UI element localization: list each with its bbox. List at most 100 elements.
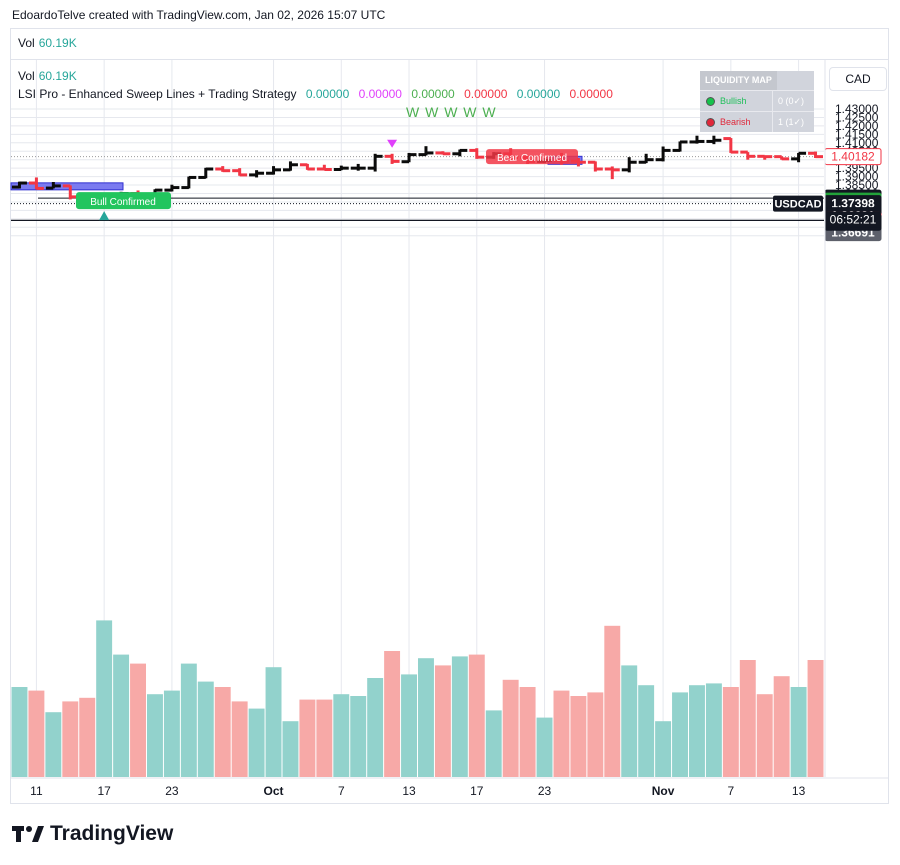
w-markers: W W W W W bbox=[406, 104, 497, 120]
volume-bar bbox=[451, 656, 468, 777]
ohlc-bar bbox=[215, 166, 231, 173]
volume-bar bbox=[316, 699, 333, 777]
ohlc-bar bbox=[689, 135, 705, 144]
volume-bar bbox=[570, 696, 587, 777]
ohlc-bar bbox=[181, 175, 197, 190]
bull-signal-triangle-icon bbox=[99, 211, 110, 221]
ohlc-bar bbox=[45, 182, 61, 190]
ohlc-bar bbox=[621, 157, 637, 173]
indicator-value-3: 0.00000 bbox=[411, 87, 455, 101]
ohlc-bar bbox=[283, 161, 298, 172]
ohlc-bar bbox=[333, 165, 349, 172]
bearish-label: Bearish bbox=[720, 117, 751, 127]
symbol-tag bbox=[773, 195, 823, 212]
bull-confirmed-text: Bull Confirmed bbox=[90, 197, 156, 208]
volume-bar bbox=[96, 620, 113, 777]
volume-bar bbox=[790, 687, 807, 777]
chart-frame bbox=[10, 28, 889, 804]
time-tick-label: 13 bbox=[402, 784, 416, 798]
ohlc-bar bbox=[299, 163, 315, 171]
volume-bar bbox=[163, 690, 180, 777]
volume-bar bbox=[197, 681, 214, 777]
ohlc-bar bbox=[198, 167, 214, 179]
time-tick-label: 13 bbox=[792, 784, 806, 798]
volume-bar bbox=[587, 692, 604, 777]
volume-bar bbox=[672, 692, 688, 777]
ohlc-bar bbox=[350, 163, 366, 171]
volume-bar bbox=[231, 701, 248, 777]
volume-bar bbox=[299, 699, 316, 777]
time-tick-label: 17 bbox=[97, 784, 111, 798]
ohlc-bar bbox=[384, 153, 400, 164]
currency-button[interactable]: CAD bbox=[829, 67, 887, 91]
bull-confirmed-badge bbox=[76, 192, 171, 210]
bullish-count: 0 (0✓) bbox=[778, 95, 805, 106]
ohlc-bar bbox=[655, 146, 671, 162]
volume-pane-label: Vol bbox=[18, 36, 35, 50]
volume-bar bbox=[807, 660, 824, 777]
indicator-value-6: 0.00000 bbox=[569, 87, 613, 101]
volume-bar bbox=[401, 674, 417, 777]
bullish-dot-icon bbox=[706, 96, 715, 106]
liquidity-row-bearish: Bearish 1 (1✓) bbox=[700, 111, 814, 132]
ohlc-bar bbox=[28, 177, 44, 190]
bearish-dot-icon bbox=[706, 117, 715, 127]
price-tag-text: 1.40182 bbox=[831, 150, 875, 164]
volume-pane-legend: Vol 60.19K bbox=[18, 36, 77, 50]
volume-bar bbox=[265, 667, 282, 777]
volume-bar bbox=[367, 678, 384, 777]
volume-bar bbox=[62, 701, 79, 777]
volume-bar bbox=[638, 685, 655, 777]
time-tick-label: 7 bbox=[338, 784, 345, 798]
price-tick-label: 1.41500 bbox=[835, 127, 879, 141]
volume-bar bbox=[180, 663, 197, 777]
volume-bar bbox=[773, 676, 790, 777]
indicator-name: LSI Pro - Enhanced Sweep Lines + Trading… bbox=[18, 87, 297, 101]
tradingview-logo[interactable]: TradingView bbox=[12, 822, 173, 846]
volume-bar bbox=[79, 697, 96, 777]
volume-bar bbox=[604, 625, 621, 777]
volume-bar bbox=[147, 694, 163, 777]
indicator-value-1: 0.00000 bbox=[305, 87, 350, 101]
volume-bar bbox=[502, 679, 519, 777]
ohlc-bar bbox=[249, 170, 265, 178]
volume-bar bbox=[739, 660, 756, 777]
bear-confirmed-text: Bear Confirmed bbox=[497, 153, 567, 164]
time-tick-label: 7 bbox=[728, 784, 735, 798]
price-tick-label: 1.42500 bbox=[835, 110, 879, 124]
time-tick-label: 23 bbox=[538, 784, 552, 798]
liquidity-map-title: LIQUIDITY MAP bbox=[700, 71, 777, 90]
volume-bar bbox=[689, 685, 705, 777]
time-tick-label: 23 bbox=[165, 784, 179, 798]
volume-bar bbox=[45, 712, 62, 777]
volume-bar bbox=[536, 717, 553, 777]
volume-bar bbox=[11, 687, 28, 777]
pane-separator[interactable] bbox=[10, 59, 889, 60]
bearish-count: 1 (1✓) bbox=[778, 116, 805, 127]
volume-bar bbox=[248, 708, 265, 777]
indicator-legend[interactable]: LSI Pro - Enhanced Sweep Lines + Trading… bbox=[18, 87, 613, 101]
volume-bar bbox=[282, 721, 299, 777]
volume-bar bbox=[418, 658, 434, 777]
ohlc-bar bbox=[435, 151, 451, 156]
ohlc-bar bbox=[266, 166, 281, 175]
indicator-value-2: 0.00000 bbox=[358, 87, 402, 101]
ohlc-bar bbox=[452, 148, 468, 157]
time-tick-label: Oct bbox=[264, 784, 284, 798]
bear-signal-triangle-icon bbox=[387, 139, 398, 148]
volume-bar bbox=[113, 654, 130, 777]
tradingview-logo-icon bbox=[12, 824, 44, 844]
ohlc-bar bbox=[791, 151, 807, 163]
price-tick-label: 1.43000 bbox=[835, 102, 879, 116]
volume-bar bbox=[553, 690, 570, 777]
ohlc-bar bbox=[808, 151, 823, 159]
attribution-text: EdoardoTelve created with TradingView.co… bbox=[12, 8, 386, 22]
vol-legend[interactable]: Vol 60.19K bbox=[18, 69, 77, 83]
volume-bar bbox=[655, 721, 672, 777]
volume-bar bbox=[434, 665, 451, 777]
volume-bar bbox=[756, 694, 773, 777]
volume-bar bbox=[468, 654, 485, 777]
ohlc-bar bbox=[723, 137, 739, 154]
volume-bar bbox=[705, 683, 722, 777]
